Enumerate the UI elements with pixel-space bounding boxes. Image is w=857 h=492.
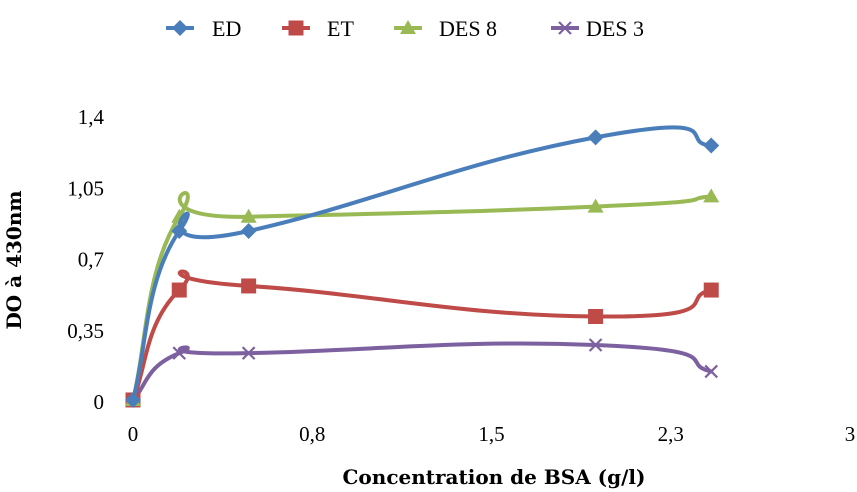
data-point-des-3 — [588, 338, 603, 352]
data-point-et — [241, 278, 257, 294]
data-point-ed — [240, 223, 257, 239]
data-point-des-8 — [703, 188, 720, 203]
x-tick-label: 0,8 — [299, 422, 325, 446]
data-point-et — [703, 282, 719, 298]
data-point-ed — [125, 391, 141, 408]
tick-labels: 0 0,35 0,7 1,05 1,4 0 0,8 1,5 2,3 3 — [67, 105, 855, 446]
data-point-et — [588, 309, 604, 324]
series-line-des-3 — [131, 341, 714, 402]
data-point-ed — [587, 129, 604, 146]
y-tick-label: 0 — [94, 390, 105, 414]
x-tick-label: 1,5 — [478, 422, 504, 446]
legend-marker-et — [288, 20, 304, 36]
legend-item-et: ET — [282, 16, 354, 41]
legend-item-ed: ED — [166, 16, 241, 41]
data-point-des-8 — [587, 198, 604, 213]
data-point-ed — [171, 223, 188, 239]
legend-label-ed: ED — [212, 16, 241, 41]
legend-label-des-8: DES 8 — [439, 16, 497, 41]
y-tick-label: 1,4 — [78, 105, 105, 129]
data-point-des-3 — [704, 364, 719, 379]
series-line-ed — [131, 125, 714, 402]
legend-item-des-3: DES 3 — [551, 16, 644, 41]
y-tick-label: 0,35 — [67, 319, 104, 343]
y-axis-title: DO à 430nm — [2, 190, 26, 329]
data-point-des-3 — [172, 346, 187, 360]
data-point-ed — [703, 137, 720, 154]
data-point-des-3 — [241, 346, 256, 360]
legend-marker-des-3 — [558, 21, 572, 35]
legend-marker-des-8 — [400, 20, 416, 34]
series-line-des-8 — [131, 191, 714, 402]
data-point-et — [171, 282, 187, 298]
legend-label-et: ET — [327, 16, 354, 41]
legend-label-des-3: DES 3 — [586, 16, 644, 41]
legend: ED ET DES 8 DES 3 — [166, 16, 644, 41]
y-tick-label: 1,05 — [67, 176, 104, 200]
legend-marker-ed — [172, 20, 188, 36]
x-tick-label: 3 — [845, 422, 856, 446]
series-line-et — [131, 269, 714, 402]
legend-item-des-8: DES 8 — [394, 16, 497, 41]
axes: DO à 430nm Concentration de BSA (g/l) — [2, 190, 645, 489]
x-tick-label: 2,3 — [658, 422, 684, 446]
y-tick-label: 0,7 — [78, 248, 104, 272]
x-axis-title: Concentration de BSA (g/l) — [343, 465, 646, 489]
data-point-des-8 — [240, 208, 257, 223]
x-tick-label: 0 — [128, 422, 139, 446]
plot-area — [125, 125, 720, 408]
